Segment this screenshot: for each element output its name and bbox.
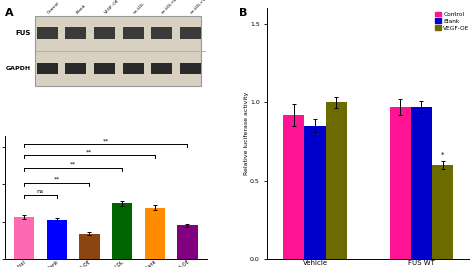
Bar bbox=[432, 165, 453, 259]
Bar bbox=[112, 203, 132, 259]
Bar bbox=[14, 217, 34, 259]
Bar bbox=[46, 219, 67, 259]
Bar bbox=[94, 63, 115, 74]
Bar bbox=[65, 63, 86, 74]
Text: **: ** bbox=[86, 150, 92, 155]
Text: VEGF-OE: VEGF-OE bbox=[104, 0, 120, 15]
Bar bbox=[411, 107, 432, 259]
Bar bbox=[36, 27, 58, 39]
Text: B: B bbox=[239, 8, 248, 18]
Text: Blank: Blank bbox=[75, 3, 86, 15]
Text: Control: Control bbox=[46, 1, 60, 15]
Bar bbox=[180, 27, 201, 39]
Bar bbox=[35, 16, 201, 86]
Text: ox-LDL+blank: ox-LDL+blank bbox=[161, 0, 185, 15]
Bar bbox=[79, 234, 100, 259]
Bar bbox=[94, 27, 115, 39]
Text: GAPDH: GAPDH bbox=[6, 66, 31, 71]
Bar bbox=[390, 107, 411, 259]
Text: **: ** bbox=[54, 177, 60, 182]
Text: **: ** bbox=[70, 162, 76, 167]
Bar bbox=[177, 225, 198, 259]
Bar bbox=[65, 27, 86, 39]
Bar bbox=[145, 207, 165, 259]
Bar bbox=[180, 63, 201, 74]
Legend: Control, Blank, VEGF-OE: Control, Blank, VEGF-OE bbox=[435, 11, 470, 31]
Bar bbox=[304, 126, 326, 259]
Bar bbox=[326, 102, 347, 259]
Bar bbox=[151, 27, 173, 39]
Bar bbox=[36, 63, 58, 74]
Text: ox-LDL+VEGF-OE: ox-LDL+VEGF-OE bbox=[190, 0, 219, 15]
Bar bbox=[123, 27, 144, 39]
Text: ns: ns bbox=[37, 189, 44, 194]
Bar bbox=[123, 63, 144, 74]
Text: FUS: FUS bbox=[16, 30, 31, 36]
Text: **: ** bbox=[102, 139, 109, 143]
Text: ox-LDL: ox-LDL bbox=[132, 1, 146, 15]
Bar bbox=[283, 115, 304, 259]
Y-axis label: Relative luciferase activity: Relative luciferase activity bbox=[244, 92, 248, 175]
Bar bbox=[151, 63, 173, 74]
Text: A: A bbox=[5, 8, 13, 18]
Text: *: * bbox=[441, 152, 444, 158]
